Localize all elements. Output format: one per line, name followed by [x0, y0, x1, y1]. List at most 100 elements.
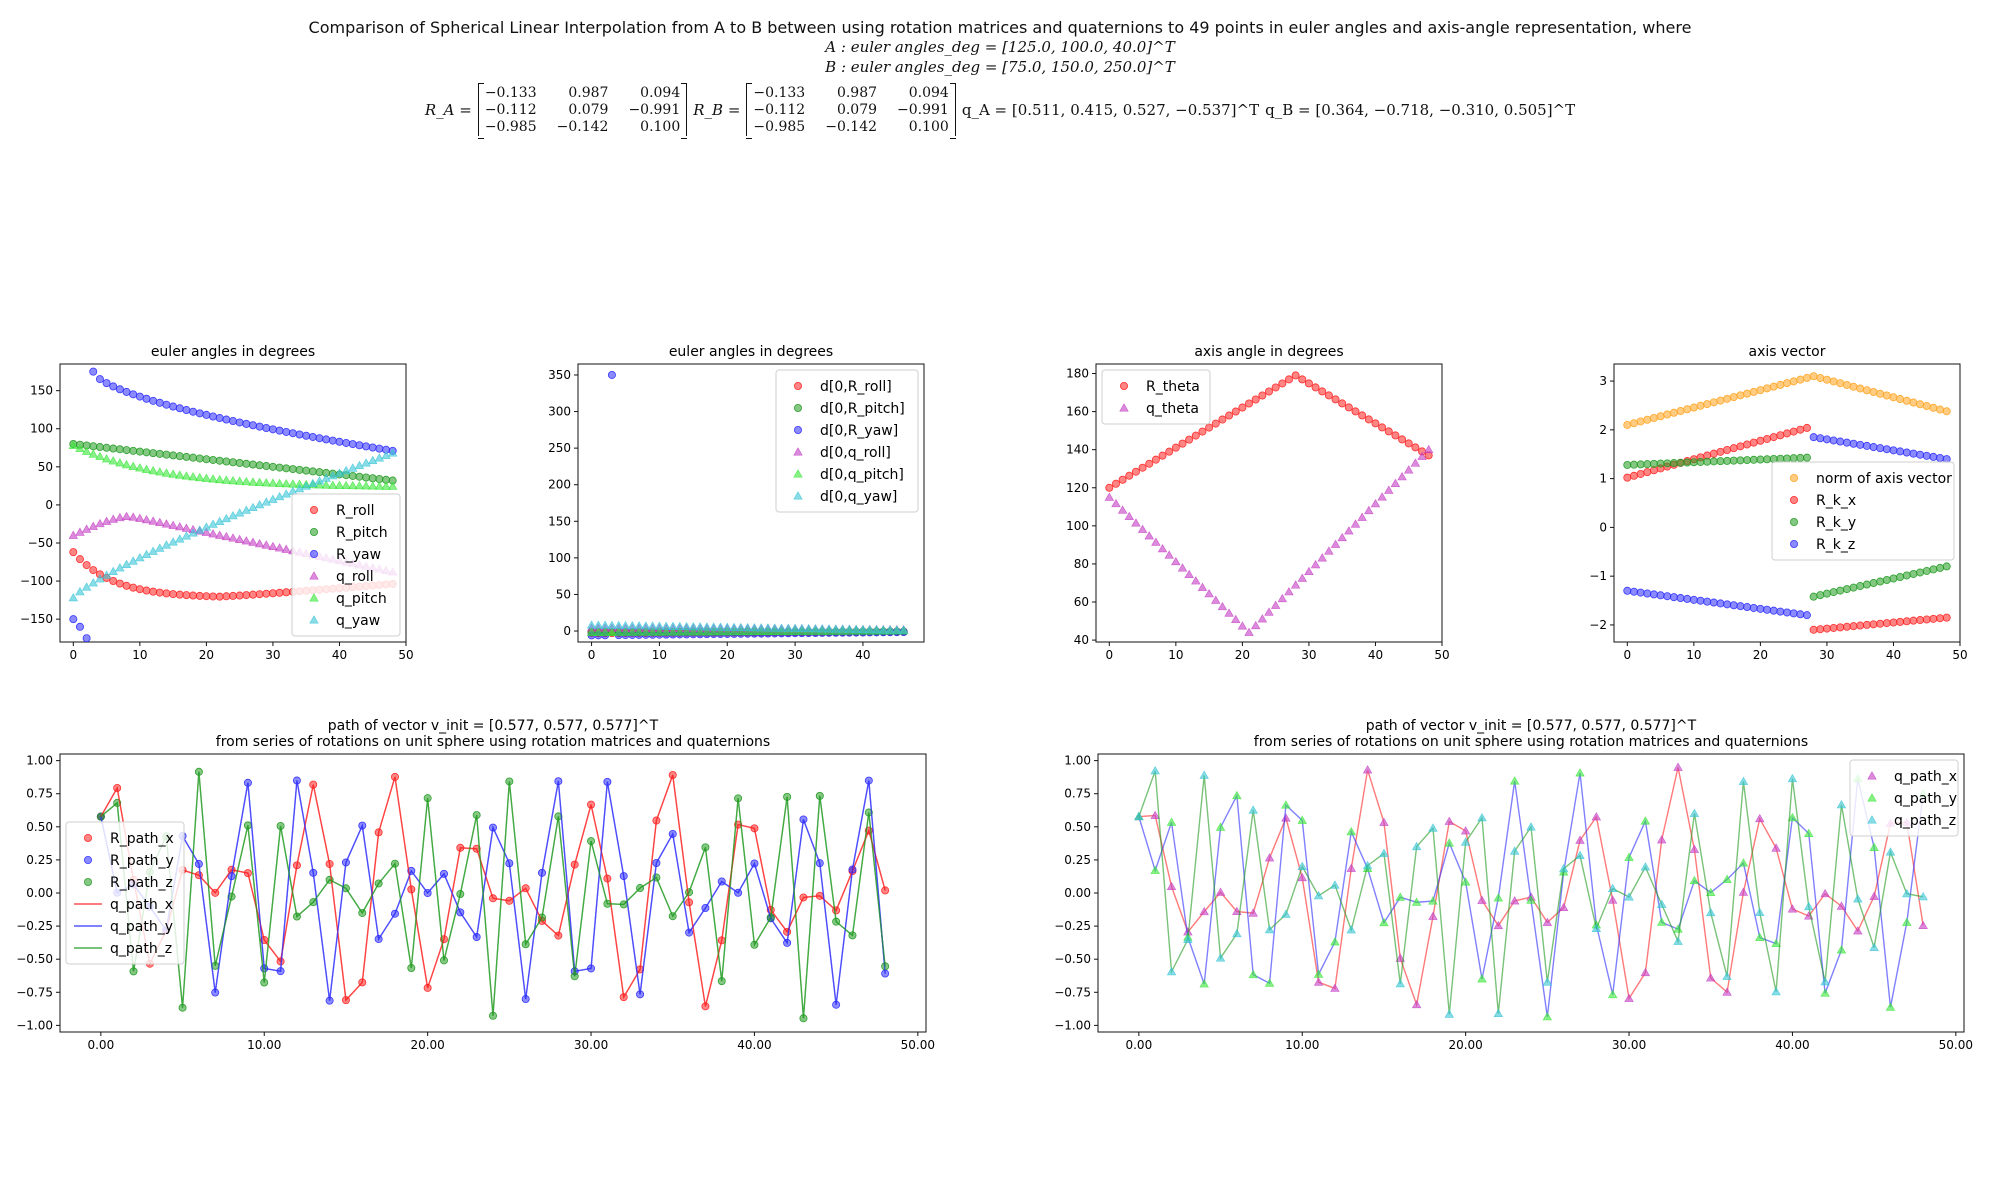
data-point [222, 457, 231, 466]
data-point [1271, 383, 1280, 392]
data-point [1836, 945, 1847, 954]
data-point [1869, 891, 1879, 900]
data-point [1629, 460, 1638, 469]
data-point [627, 621, 637, 630]
data-point [1643, 415, 1652, 424]
data-point [647, 621, 658, 630]
data-point [309, 571, 319, 580]
legend-label: q_pitch [336, 591, 387, 607]
data-point [1909, 569, 1918, 578]
data-point [162, 400, 171, 409]
data-point [88, 449, 98, 458]
data-point [1404, 439, 1413, 448]
data-point [1942, 613, 1951, 622]
data-point [95, 518, 105, 528]
data-point [1428, 911, 1438, 920]
y-tick-label: 120 [1066, 481, 1089, 495]
data-point [1313, 969, 1324, 978]
y-tick-label: 0.25 [26, 853, 53, 867]
data-point [1290, 580, 1301, 589]
data-point [722, 626, 732, 636]
data-point [69, 615, 78, 624]
y-tick-label: −150 [20, 612, 53, 626]
legend: q_path_x q_path_y q_path_z [1849, 759, 1959, 837]
data-point [348, 463, 358, 472]
data-point [101, 454, 112, 463]
data-point [1889, 574, 1898, 583]
data-point [1769, 606, 1778, 615]
data-point [1882, 619, 1891, 628]
series-norm of axis vector [1623, 372, 1951, 429]
data-point [607, 370, 616, 379]
data-point [1663, 410, 1672, 419]
data-point [1749, 438, 1758, 447]
data-point [115, 445, 124, 454]
data-point [142, 586, 151, 595]
legend-label: d[0,R_pitch] [820, 401, 905, 417]
data-point [1790, 518, 1799, 527]
data-point [824, 624, 834, 633]
x-tick-label: 50 [1434, 648, 1449, 662]
data-point [362, 442, 371, 451]
data-point [1916, 616, 1925, 625]
data-point [1623, 420, 1632, 429]
y-tick-label: −1.00 [16, 1018, 53, 1032]
data-point [1225, 411, 1234, 420]
data-point [334, 468, 345, 477]
data-point [301, 481, 311, 490]
data-point [1191, 431, 1200, 440]
data-point [122, 446, 131, 455]
plot-area [96, 767, 890, 1023]
data-point [1882, 391, 1891, 400]
data-point [335, 437, 344, 446]
data-point [295, 465, 304, 474]
data-point [235, 591, 244, 600]
data-point [254, 500, 265, 509]
data-point [1723, 456, 1732, 465]
data-point [162, 450, 171, 459]
x-tick-label: 20 [720, 648, 735, 662]
data-point [1829, 623, 1838, 632]
legend-label: R_path_y [110, 853, 174, 869]
legend-box [1771, 461, 1955, 561]
data-point [661, 621, 671, 630]
data-point [1370, 499, 1381, 508]
data-point [381, 450, 391, 460]
data-point [1211, 595, 1221, 604]
matrix-cell: −0.112 [753, 102, 806, 118]
data-point [1623, 586, 1632, 595]
data-point [234, 508, 245, 517]
data-point [1729, 444, 1738, 453]
data-point [1689, 875, 1700, 885]
data-point [75, 586, 85, 596]
data-point [1716, 396, 1725, 405]
data-point [1889, 446, 1898, 455]
data-point [168, 520, 178, 529]
rb-label: R_B = [693, 101, 741, 119]
data-point [1330, 539, 1341, 548]
x-tick-label: 30 [787, 648, 802, 662]
y-tick-label: 50 [38, 460, 53, 474]
data-point [214, 516, 225, 525]
data-point [1869, 579, 1878, 588]
data-point [148, 546, 158, 555]
data-point [1157, 543, 1168, 553]
data-point [1802, 453, 1811, 462]
data-point [228, 458, 237, 467]
legend-label: d[0,q_roll] [820, 445, 891, 461]
data-point [1936, 614, 1945, 623]
data-point [1629, 471, 1638, 480]
y-tick-label: 350 [548, 368, 571, 382]
plot-frame [1613, 363, 1961, 643]
data-point [593, 620, 604, 629]
data-point [161, 519, 172, 528]
data-point [268, 589, 277, 598]
data-point [215, 592, 224, 601]
data-point [1649, 590, 1658, 599]
chart-title: axis angle in degrees [1194, 344, 1343, 360]
data-point [1591, 923, 1602, 933]
data-point [688, 627, 699, 636]
data-point [1150, 810, 1160, 819]
data-point [1364, 505, 1374, 515]
data-point [1820, 988, 1830, 997]
